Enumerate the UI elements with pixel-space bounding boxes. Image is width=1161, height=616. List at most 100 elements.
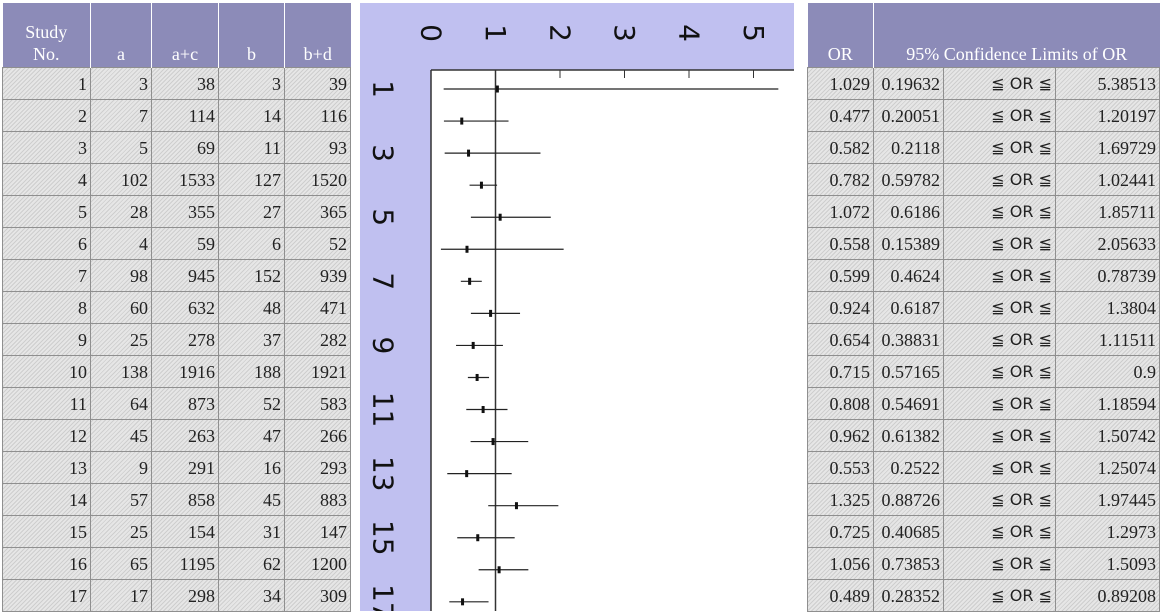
b-plus-d-cell: 939 bbox=[284, 259, 351, 292]
x-axis-band bbox=[360, 3, 794, 70]
or-marker bbox=[465, 245, 469, 253]
ci-upper-cell: 1.02441 bbox=[1054, 163, 1161, 196]
table-row: 0.654 0.38831 ≦ OR ≦ 1.11511 bbox=[807, 323, 1161, 356]
table-row: 0.782 0.59782 ≦ OR ≦ 1.02441 bbox=[807, 163, 1161, 196]
table-row: 4 102 1533 127 1520 bbox=[2, 163, 351, 196]
study-no-cell: 1 bbox=[2, 67, 91, 100]
forest-plot: 0 1 2 3 4 5 1 3 5 7 9 11 13 15 17 bbox=[360, 3, 794, 616]
a-plus-c-cell: 1533 bbox=[151, 163, 219, 196]
a-plus-c-cell: 263 bbox=[151, 419, 219, 452]
a-plus-c-cell: 298 bbox=[151, 579, 219, 612]
b-plus-d-cell: 1200 bbox=[284, 547, 351, 580]
table-row: 2 7 114 14 116 bbox=[2, 99, 351, 132]
a-plus-c-cell: 291 bbox=[151, 451, 219, 484]
b-cell: 45 bbox=[218, 483, 285, 516]
a-cell: 64 bbox=[90, 387, 152, 420]
table-row: 13 9 291 16 293 bbox=[2, 451, 351, 484]
or-marker bbox=[468, 277, 472, 285]
or-marker bbox=[479, 181, 483, 189]
header-a-plus-c: a+c bbox=[151, 3, 219, 68]
b-cell: 48 bbox=[218, 291, 285, 324]
a-plus-c-cell: 1195 bbox=[151, 547, 219, 580]
ci-inequality-cell: ≦ OR ≦ bbox=[943, 483, 1056, 516]
study-no-cell: 16 bbox=[2, 547, 91, 580]
a-cell: 60 bbox=[90, 291, 152, 324]
a-plus-c-cell: 59 bbox=[151, 227, 219, 260]
or-value-cell: 0.808 bbox=[807, 387, 874, 420]
table-row: 0.599 0.4624 ≦ OR ≦ 0.78739 bbox=[807, 259, 1161, 292]
table-row: 6 4 59 6 52 bbox=[2, 227, 351, 260]
ci-inequality-cell: ≦ OR ≦ bbox=[943, 291, 1056, 324]
or-value-cell: 0.715 bbox=[807, 355, 874, 388]
ci-upper-cell: 5.38513 bbox=[1054, 67, 1161, 100]
study-data-table: Study No. a a+c b b+d 1 3 38 3 39 2 7 114 14 116 3… bbox=[2, 3, 351, 612]
a-cell: 25 bbox=[90, 323, 152, 356]
b-cell: 188 bbox=[218, 355, 285, 388]
table-row: 1 3 38 3 39 bbox=[2, 67, 351, 100]
x-tick-label: 2 bbox=[544, 24, 577, 42]
b-plus-d-cell: 147 bbox=[284, 515, 351, 548]
b-plus-d-cell: 583 bbox=[284, 387, 351, 420]
table-row: 1.056 0.73853 ≦ OR ≦ 1.5093 bbox=[807, 547, 1161, 580]
or-value-cell: 0.558 bbox=[807, 227, 874, 260]
right-table-header: OR 95% Confidence Limits of OR bbox=[807, 3, 1160, 68]
b-plus-d-cell: 39 bbox=[284, 67, 351, 100]
ci-lower-cell: 0.4624 bbox=[873, 259, 944, 292]
or-value-cell: 1.029 bbox=[807, 67, 874, 100]
b-plus-d-cell: 883 bbox=[284, 483, 351, 516]
or-value-cell: 0.553 bbox=[807, 451, 874, 484]
or-value-cell: 1.056 bbox=[807, 547, 874, 580]
ci-inequality-cell: ≦ OR ≦ bbox=[943, 515, 1056, 548]
y-tick-label: 11 bbox=[367, 392, 400, 428]
table-row: 10 138 1916 188 1921 bbox=[2, 355, 351, 388]
ci-inequality-cell: ≦ OR ≦ bbox=[943, 227, 1056, 260]
ci-lower-cell: 0.38831 bbox=[873, 323, 944, 356]
ci-upper-cell: 1.20197 bbox=[1054, 99, 1161, 132]
or-marker bbox=[495, 85, 499, 93]
table-row: 0.962 0.61382 ≦ OR ≦ 1.50742 bbox=[807, 419, 1161, 452]
table-row: 0.808 0.54691 ≦ OR ≦ 1.18594 bbox=[807, 387, 1161, 420]
b-cell: 16 bbox=[218, 451, 285, 484]
or-value-cell: 0.725 bbox=[807, 515, 874, 548]
b-cell: 62 bbox=[218, 547, 285, 580]
a-cell: 102 bbox=[90, 163, 152, 196]
y-tick-label: 13 bbox=[367, 456, 400, 492]
b-cell: 27 bbox=[218, 195, 285, 228]
ci-upper-cell: 1.85711 bbox=[1054, 195, 1161, 228]
a-cell: 57 bbox=[90, 483, 152, 516]
header-b-plus-d: b+d bbox=[303, 44, 332, 64]
ci-inequality-cell: ≦ OR ≦ bbox=[943, 579, 1056, 612]
table-row: 8 60 632 48 471 bbox=[2, 291, 351, 324]
table-row: 0.477 0.20051 ≦ OR ≦ 1.20197 bbox=[807, 99, 1161, 132]
a-cell: 98 bbox=[90, 259, 152, 292]
b-plus-d-cell: 52 bbox=[284, 227, 351, 260]
table-row: 0.582 0.2118 ≦ OR ≦ 1.69729 bbox=[807, 131, 1161, 164]
a-cell: 17 bbox=[90, 579, 152, 612]
ci-upper-cell: 1.5093 bbox=[1054, 547, 1161, 580]
b-cell: 47 bbox=[218, 419, 285, 452]
ci-upper-cell: 1.69729 bbox=[1054, 131, 1161, 164]
a-plus-c-cell: 632 bbox=[151, 291, 219, 324]
a-cell: 7 bbox=[90, 99, 152, 132]
table-row: 5 28 355 27 365 bbox=[2, 195, 351, 228]
study-no-cell: 4 bbox=[2, 163, 91, 196]
or-value-cell: 0.782 bbox=[807, 163, 874, 196]
y-tick-label: 5 bbox=[367, 208, 400, 226]
plot-area bbox=[431, 70, 794, 611]
header-a: a bbox=[90, 3, 152, 68]
ci-lower-cell: 0.59782 bbox=[873, 163, 944, 196]
or-marker bbox=[498, 213, 502, 221]
b-cell: 34 bbox=[218, 579, 285, 612]
a-cell: 4 bbox=[90, 227, 152, 260]
y-tick-label: 17 bbox=[367, 584, 400, 611]
study-table: Study No. a a+c b b+d 1 3 38 3 39 2 7 114 14 116 3… bbox=[2, 3, 351, 612]
or-value-cell: 1.325 bbox=[807, 483, 874, 516]
or-marker bbox=[476, 534, 480, 542]
ci-inequality-cell: ≦ OR ≦ bbox=[943, 131, 1056, 164]
a-plus-c-cell: 154 bbox=[151, 515, 219, 548]
a-cell: 65 bbox=[90, 547, 152, 580]
ci-lower-cell: 0.28352 bbox=[873, 579, 944, 612]
study-no-cell: 7 bbox=[2, 259, 91, 292]
x-tick-label: 0 bbox=[415, 24, 448, 42]
ci-lower-cell: 0.2118 bbox=[873, 131, 944, 164]
